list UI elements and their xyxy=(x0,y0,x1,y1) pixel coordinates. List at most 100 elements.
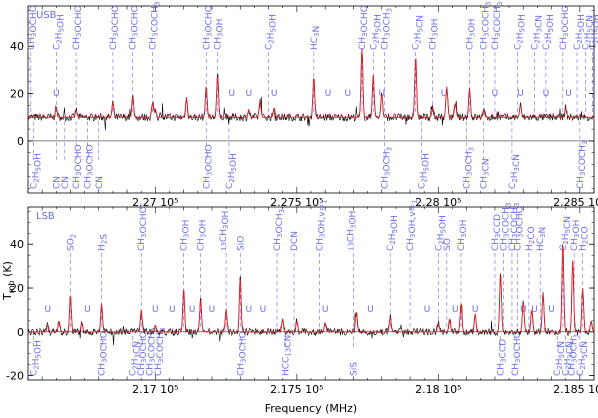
emission-label: CH3OCHO xyxy=(109,5,121,50)
emission-label: CH3OCHO xyxy=(202,5,214,50)
unidentified-mark: U xyxy=(45,305,52,315)
emission-label: CH3OCHO xyxy=(514,206,526,251)
emission-label: C2H5CN xyxy=(582,15,596,50)
unidentified-mark: U xyxy=(424,305,431,315)
emission-label: CH3OCHO xyxy=(358,5,370,50)
y-tick-label: 0 xyxy=(17,326,24,339)
emission-label: C2H5OH xyxy=(573,14,587,50)
emission-label: C2H5CN xyxy=(412,15,426,50)
emission-label: CH3CCD xyxy=(491,214,503,251)
absorption-label: CH3OCHO xyxy=(83,144,95,189)
unidentified-mark: U xyxy=(228,89,235,99)
x-tick-label: 2.27 10⁵ xyxy=(132,196,178,209)
y-tick-label: -20 xyxy=(6,370,24,383)
emission-label: C2H5CN xyxy=(559,216,573,251)
emission-label: C2H5OH xyxy=(265,14,279,50)
emission-label: CH3OCH3 xyxy=(273,209,286,251)
emission-label: CH3OH xyxy=(465,19,477,50)
unidentified-mark: U xyxy=(531,305,538,315)
model-spectrum xyxy=(28,246,595,333)
emission-label: C2H5OH xyxy=(386,215,400,251)
absorption-label: CN xyxy=(52,176,62,189)
emission-label: C2H5OH xyxy=(52,14,66,50)
absorption-label: C2H5OH xyxy=(30,153,44,189)
unidentified-mark: U xyxy=(152,305,159,315)
absorption-label: C2H3CN xyxy=(129,341,143,376)
unidentified-mark: U xyxy=(543,89,550,99)
absorption-label: CH3OCHO xyxy=(202,144,214,189)
absorption-label: C2H3CN xyxy=(562,341,576,376)
emission-label: C2H3CN xyxy=(531,15,545,50)
emission-label: C2H5OH xyxy=(434,215,448,251)
absorption-label: C2H5CN xyxy=(576,341,590,376)
y-tick-label: 40 xyxy=(10,40,24,53)
emission-label: C2H5OH xyxy=(514,14,528,50)
emission-label: CH3OCHO xyxy=(137,206,149,251)
emission-label: DCN xyxy=(290,231,300,251)
emission-label: CH3COCH3 xyxy=(149,2,162,50)
absorption-label: C2H5OH xyxy=(30,340,44,376)
absorption-label: HCC13CN xyxy=(282,335,294,376)
y-tick-label: 0 xyxy=(17,135,24,148)
emission-label: CH3OH xyxy=(180,220,192,251)
model-spectrum xyxy=(28,48,594,118)
unidentified-mark: U xyxy=(325,89,332,99)
absorption-label: CH3OCH3 xyxy=(567,334,580,376)
unidentified-mark: U xyxy=(344,89,351,99)
absorption-label: CH3CCD xyxy=(497,339,509,376)
y-axis-label: Tmb (K) xyxy=(1,261,16,301)
y-tick-label: 40 xyxy=(10,238,24,251)
unidentified-mark: U xyxy=(492,89,499,99)
emission-label: CH3COCH3 xyxy=(508,203,521,251)
emission-label: 13CH3OH xyxy=(219,211,231,251)
emission-label: C2H5OH xyxy=(369,14,383,50)
emission-label: CH3OH xyxy=(214,19,226,50)
band-label: USB xyxy=(36,10,57,21)
emission-label: SiO xyxy=(236,236,246,251)
unidentified-mark: U xyxy=(452,305,459,315)
emission-label: SO2 xyxy=(66,234,77,251)
observed-spectrum xyxy=(27,244,595,346)
absorption-label: CN xyxy=(95,176,105,189)
x-tick-label: 2.175 10⁵ xyxy=(270,383,323,396)
x-tick-label: 2.275 10⁵ xyxy=(270,196,323,209)
x-tick-label: 2.285 10⁵ xyxy=(553,196,598,209)
unidentified-mark: U xyxy=(245,305,252,315)
emission-label: H2CO xyxy=(525,226,537,251)
unidentified-mark: U xyxy=(209,305,216,315)
emission-label: CH3OH,v=1 xyxy=(315,199,328,251)
unidentified-mark: U xyxy=(271,89,278,99)
absorption-label: CN xyxy=(61,176,71,189)
unidentified-mark: U xyxy=(520,305,527,315)
absorption-label: CH3CN xyxy=(480,158,492,189)
emission-label: CH3OH xyxy=(429,19,441,50)
emission-label: CH3OH xyxy=(197,220,209,251)
absorption-label: CH3OCHO xyxy=(72,144,84,189)
emission-label: C2H5OH xyxy=(589,14,598,50)
x-tick-label: 2.17 10⁵ xyxy=(132,383,178,396)
emission-label: CH3OCHO xyxy=(129,5,141,50)
emission-label: H2S xyxy=(98,234,110,251)
absorption-label: CH3OCHO xyxy=(236,331,248,376)
emission-label: CH3OH,v=1 xyxy=(406,199,419,251)
x-axis-label: Frequency (MHz) xyxy=(265,402,357,415)
absorption-label: CH3OCHO xyxy=(137,331,149,376)
unidentified-mark: U xyxy=(169,305,176,315)
unidentified-mark: U xyxy=(367,305,374,315)
emission-label: HC3N xyxy=(310,26,322,50)
lsb-panel: -20 0 20 40 2.17 10⁵ 2.175 10⁵ 2.18 10⁵ 2.185 1… xyxy=(6,199,598,396)
emission-label: CH3COCH3 xyxy=(491,2,504,50)
unidentified-mark: U xyxy=(189,305,196,315)
emission-label: HC3N xyxy=(536,227,548,251)
emission-label: CH3OH xyxy=(457,220,469,251)
emission-label: 13CH3OH xyxy=(346,211,358,251)
unidentified-mark: U xyxy=(322,305,329,315)
band-label: LSB xyxy=(36,211,55,222)
y-tick-label: 20 xyxy=(10,88,24,101)
absorption-label: CH3OCHO xyxy=(98,331,110,376)
y-tick-label: 20 xyxy=(10,282,24,295)
x-tick-label: 2.18 10⁵ xyxy=(415,383,461,396)
absorption-label: SiS xyxy=(349,362,359,376)
emission-label: CH3OCHO xyxy=(72,5,84,50)
